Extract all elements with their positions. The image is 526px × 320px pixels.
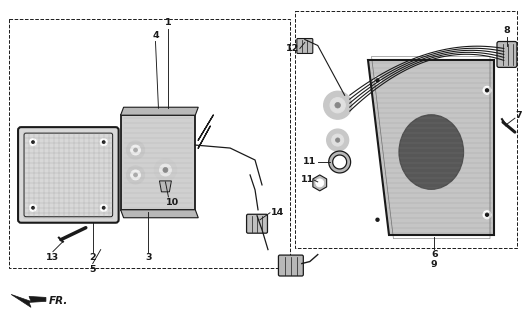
Text: 9: 9 — [431, 260, 438, 269]
Text: 11: 11 — [301, 175, 315, 184]
Circle shape — [327, 129, 349, 151]
Polygon shape — [11, 294, 46, 307]
Ellipse shape — [399, 115, 463, 189]
Polygon shape — [120, 107, 198, 115]
Circle shape — [155, 159, 176, 181]
Circle shape — [335, 102, 340, 108]
Circle shape — [373, 76, 381, 84]
Circle shape — [127, 141, 145, 159]
Circle shape — [485, 89, 489, 92]
Circle shape — [376, 218, 379, 221]
Circle shape — [330, 98, 346, 113]
Circle shape — [32, 141, 34, 143]
Polygon shape — [368, 60, 494, 235]
Polygon shape — [120, 115, 195, 210]
Circle shape — [100, 139, 107, 146]
Circle shape — [103, 207, 105, 209]
Text: 5: 5 — [89, 265, 96, 274]
FancyBboxPatch shape — [278, 255, 304, 276]
Circle shape — [483, 211, 491, 219]
Circle shape — [32, 207, 34, 209]
Text: 11: 11 — [303, 157, 317, 166]
Circle shape — [103, 141, 105, 143]
Circle shape — [130, 145, 140, 155]
Circle shape — [376, 79, 379, 82]
Text: 13: 13 — [46, 253, 59, 262]
Text: 12: 12 — [286, 44, 299, 53]
Circle shape — [127, 166, 145, 184]
FancyBboxPatch shape — [18, 127, 119, 223]
Text: 3: 3 — [145, 253, 151, 262]
Text: 1: 1 — [165, 18, 171, 27]
Polygon shape — [120, 210, 198, 218]
Circle shape — [485, 213, 489, 216]
FancyBboxPatch shape — [247, 214, 268, 233]
Circle shape — [134, 148, 137, 152]
Text: 14: 14 — [271, 208, 285, 217]
Circle shape — [336, 138, 340, 142]
Text: 4: 4 — [152, 31, 159, 40]
Circle shape — [373, 216, 381, 224]
Text: 7: 7 — [515, 111, 522, 120]
Text: 6: 6 — [431, 250, 438, 259]
Circle shape — [130, 170, 140, 180]
FancyBboxPatch shape — [497, 42, 517, 68]
Text: FR.: FR. — [49, 296, 68, 306]
Circle shape — [323, 91, 351, 119]
Circle shape — [29, 139, 36, 146]
Circle shape — [134, 173, 137, 177]
Circle shape — [316, 179, 323, 187]
Text: 2: 2 — [89, 253, 96, 262]
Text: 10: 10 — [166, 198, 179, 207]
Circle shape — [29, 204, 36, 211]
Polygon shape — [313, 175, 327, 191]
Circle shape — [163, 167, 168, 172]
FancyBboxPatch shape — [297, 38, 313, 53]
Circle shape — [159, 164, 171, 176]
Text: 8: 8 — [503, 26, 510, 35]
Circle shape — [332, 134, 343, 146]
Circle shape — [483, 86, 491, 94]
Polygon shape — [159, 181, 171, 192]
Circle shape — [100, 204, 107, 211]
